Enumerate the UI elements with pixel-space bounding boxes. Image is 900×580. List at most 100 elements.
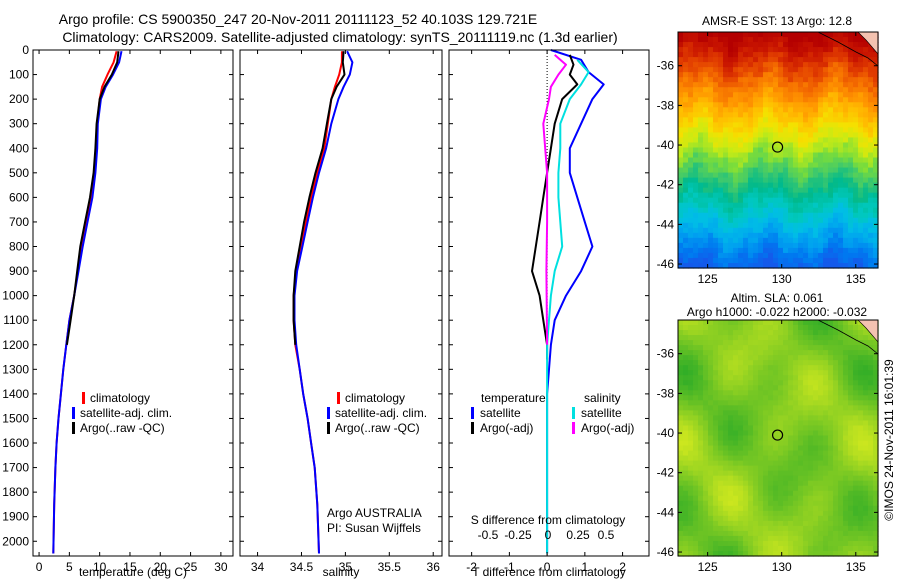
heatmap-cell — [873, 52, 879, 58]
heatmap-cell — [788, 410, 794, 416]
heatmap-cell — [683, 232, 689, 239]
heatmap-cell — [798, 430, 804, 437]
heatmap-cell — [763, 370, 769, 376]
legend-swatch-s-argo — [572, 422, 575, 434]
heatmap-cell — [683, 530, 689, 537]
heatmap-cell — [713, 262, 719, 269]
heatmap-cell — [783, 212, 789, 219]
heatmap-cell — [718, 117, 724, 123]
heatmap-cell — [698, 505, 704, 512]
heatmap-cell — [703, 330, 709, 336]
heatmap-cell — [678, 62, 684, 68]
heatmap-cell — [873, 167, 879, 174]
heatmap-cell — [753, 470, 759, 477]
heatmap-cell — [758, 97, 764, 103]
heatmap-cell — [778, 545, 784, 552]
heatmap-cell — [778, 420, 784, 427]
heatmap-cell — [823, 425, 829, 432]
heatmap-cell — [803, 97, 809, 103]
heatmap-cell — [748, 37, 754, 43]
heatmap-cell — [728, 32, 734, 38]
heatmap-cell — [788, 365, 794, 371]
salinity-panel: 34 34.5 35 35.5 36 salinity climatology sate… — [239, 49, 443, 579]
heatmap-cell — [748, 455, 754, 462]
heatmap-cell — [818, 345, 824, 351]
heatmap-cell — [778, 330, 784, 336]
heatmap-cell — [803, 430, 809, 437]
heatmap-cell — [753, 445, 759, 452]
heatmap-cell — [833, 137, 839, 144]
heatmap-cell — [833, 530, 839, 537]
heatmap-cell — [773, 375, 779, 381]
heatmap-cell — [683, 525, 689, 532]
heatmap-cell — [763, 127, 769, 134]
heatmap-cell — [728, 172, 734, 179]
heatmap-cell — [693, 192, 699, 199]
heatmap-cell — [733, 375, 739, 381]
heatmap-cell — [678, 132, 684, 139]
heatmap-cell — [803, 445, 809, 452]
heatmap-cell — [823, 475, 829, 482]
heatmap-cell — [833, 177, 839, 184]
heatmap-cell — [818, 142, 824, 149]
heatmap-cell — [693, 242, 699, 249]
heatmap-cell — [723, 320, 729, 326]
heatmap-cell — [768, 102, 774, 108]
heatmap-cell — [813, 335, 819, 341]
heatmap-cell — [838, 52, 844, 58]
heatmap-cell — [853, 455, 859, 462]
heatmap-cell — [753, 425, 759, 432]
heatmap-cell — [703, 242, 709, 249]
heatmap-cell — [743, 207, 749, 214]
heatmap-cell — [798, 375, 804, 381]
heatmap-cell — [763, 400, 769, 406]
heatmap-cell — [853, 435, 859, 442]
heatmap-cell — [778, 360, 784, 366]
heatmap-cell — [853, 197, 859, 204]
heatmap-cell — [723, 232, 729, 239]
heatmap-cell — [798, 355, 804, 361]
heatmap-cell — [713, 227, 719, 234]
heatmap-cell — [788, 455, 794, 462]
heatmap-cell — [713, 465, 719, 472]
heatmap-cell — [713, 252, 719, 259]
heatmap-cell — [723, 47, 729, 53]
heatmap-cell — [833, 82, 839, 88]
heatmap-cell — [798, 217, 804, 224]
heatmap-cell — [773, 510, 779, 517]
heatmap-cell — [793, 530, 799, 537]
heatmap-cell — [728, 167, 734, 174]
heatmap-cell — [743, 192, 749, 199]
heatmap-cell — [853, 117, 859, 123]
heatmap-cell — [758, 87, 764, 93]
heatmap-cell — [683, 177, 689, 184]
heatmap-cell — [738, 525, 744, 532]
heatmap-cell — [703, 92, 709, 98]
heatmap-cell — [748, 57, 754, 63]
x-tick-label: 0 — [36, 560, 43, 574]
heatmap-cell — [808, 445, 814, 452]
heatmap-cell — [763, 192, 769, 199]
heatmap-cell — [678, 380, 684, 386]
heatmap-cell — [798, 227, 804, 234]
heatmap-cell — [728, 62, 734, 68]
heatmap-cell — [833, 72, 839, 78]
heatmap-cell — [748, 480, 754, 487]
heatmap-cell — [723, 380, 729, 386]
heatmap-cell — [748, 465, 754, 472]
heatmap-cell — [718, 52, 724, 58]
heatmap-cell — [818, 435, 824, 442]
heatmap-cell — [868, 415, 874, 422]
heatmap-cell — [773, 92, 779, 98]
heatmap-cell — [798, 257, 804, 264]
heatmap-cell — [778, 540, 784, 547]
heatmap-cell — [828, 37, 834, 43]
x-tick-label: 125 — [698, 560, 718, 574]
heatmap-cell — [848, 247, 854, 254]
heatmap-cell — [798, 345, 804, 351]
heatmap-cell — [868, 525, 874, 532]
heatmap-cell — [718, 207, 724, 214]
heatmap-cell — [858, 365, 864, 371]
heatmap-cell — [843, 42, 849, 48]
